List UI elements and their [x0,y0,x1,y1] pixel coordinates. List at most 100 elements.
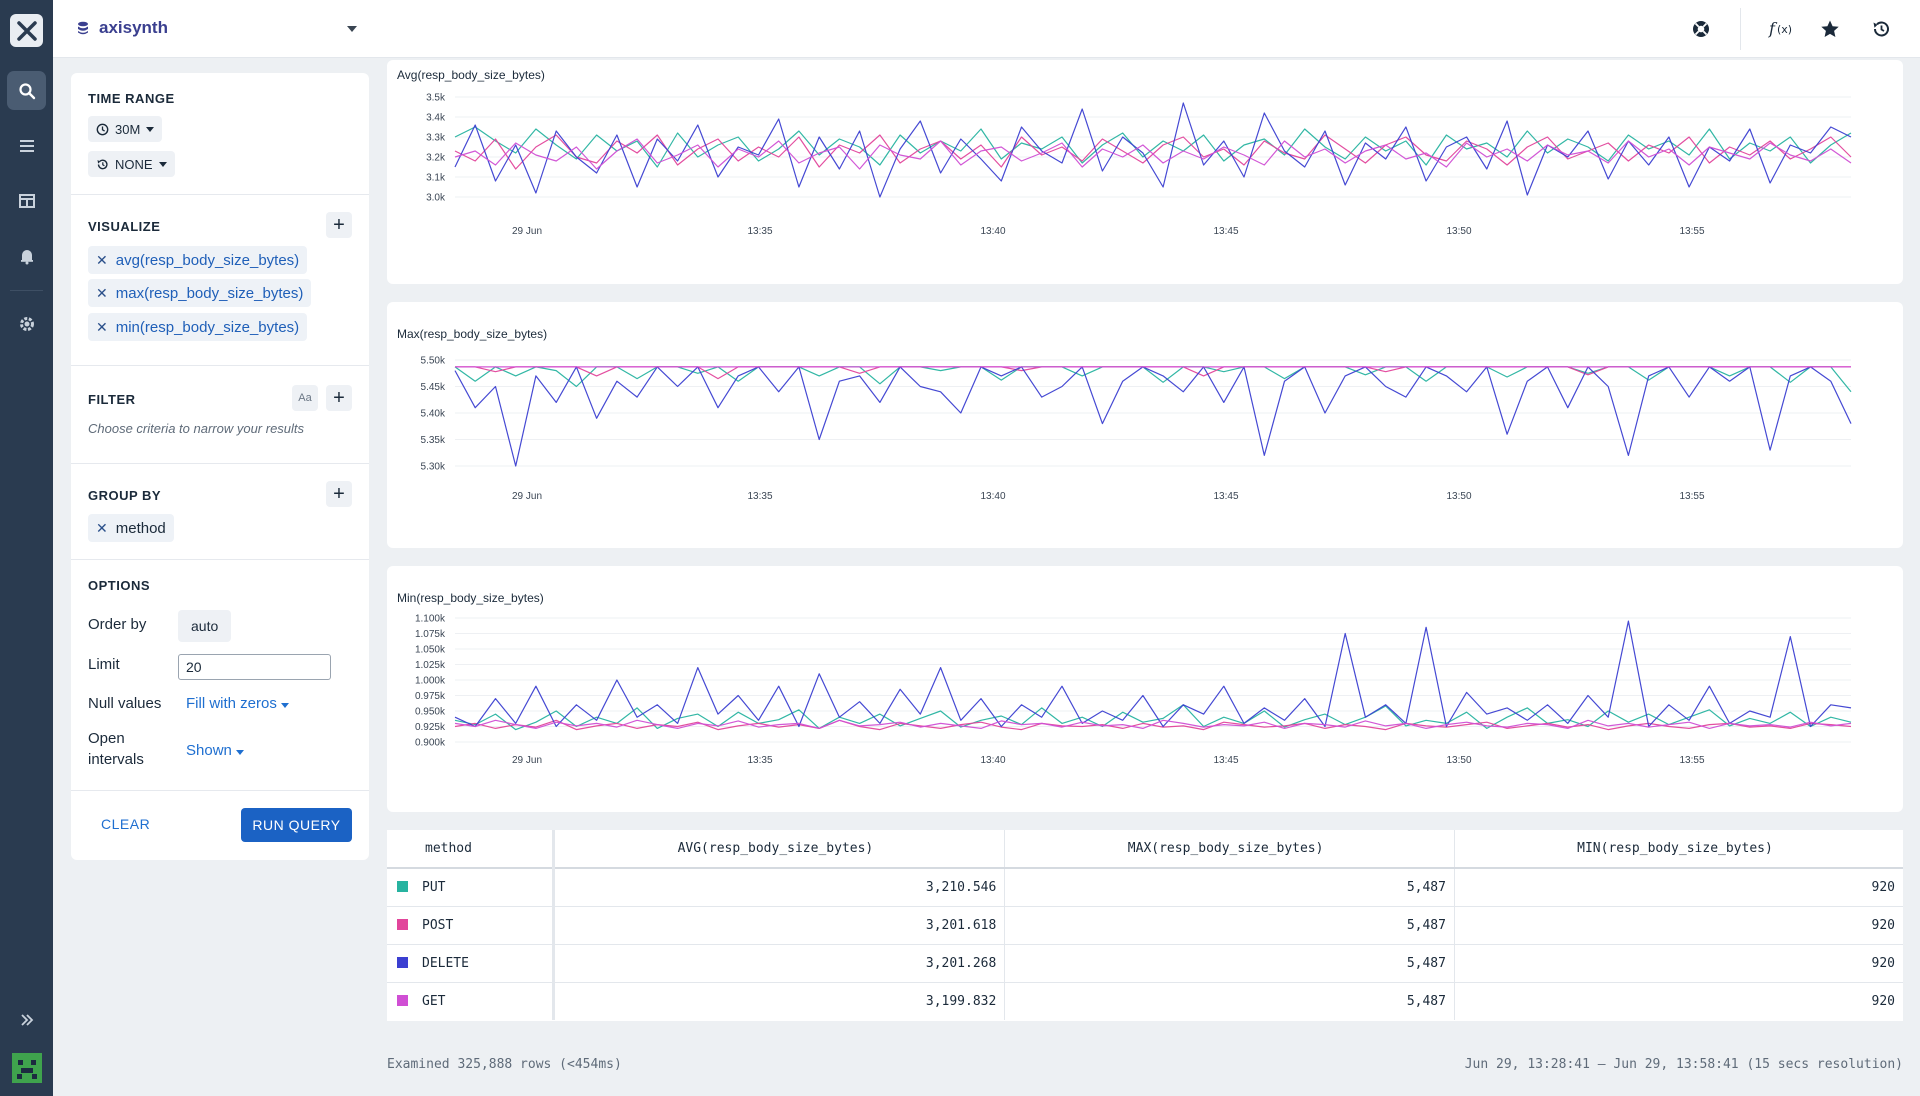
remove-icon[interactable]: ✕ [96,318,108,335]
chart-max-svg[interactable]: 5.50k 5.45k 5.40k 5.35k 5.30k 29 Jun 13:35 13:4… [387,302,1903,548]
table-row[interactable]: GET 3,199.832 5,487 920 [387,981,1903,1020]
compare-picker[interactable]: NONE [88,151,175,177]
examined-rows-summary: Examined 325,888 rows (<454ms) [387,1057,622,1072]
y-tick-label: 5.45k [421,382,446,393]
series-line-get[interactable] [454,138,1852,170]
expand-nav-button[interactable] [7,1000,46,1039]
y-tick-label: 0.975k [415,691,446,702]
group-by-chip-label: method [115,519,166,537]
series-line-put[interactable] [454,704,1852,731]
add-visualization-button[interactable]: + [326,212,352,238]
nav-stream[interactable] [7,126,46,165]
help-button[interactable] [1689,17,1713,41]
results-table-card: method AVG(resp_body_size_bytes) MAX(res… [387,830,1903,1021]
remove-icon[interactable]: ✕ [96,284,108,301]
clear-button[interactable]: CLEAR [101,816,151,832]
group-by-title: GROUP BY [88,488,162,503]
x-logo-icon [16,20,37,41]
y-tick-label: 0.900k [415,738,446,749]
remove-icon[interactable]: ✕ [96,251,108,268]
app-logo[interactable] [10,14,43,47]
null-values-label: Null values [88,695,162,712]
chart-title: Avg(resp_body_size_bytes) [397,68,545,82]
avg-cell: 3,201.618 [552,905,1005,944]
nav-dashboards[interactable] [7,181,46,220]
left-nav [0,0,53,1096]
add-group-by-button[interactable]: + [326,481,352,507]
column-header-min[interactable]: MIN(resp_body_size_bytes) [1453,830,1903,869]
open-intervals-label-line2: intervals [88,751,144,768]
visualize-title: VISUALIZE [88,219,161,234]
avg-cell: 3,210.546 [552,867,1005,906]
chart-card-max: Max(resp_body_size_bytes) 5.50k 5.45k 5.40… [387,302,1903,548]
y-tick-label: 1.000k [415,676,446,687]
series-line-delete[interactable] [454,620,1852,728]
series-line-get[interactable] [454,719,1852,729]
open-intervals-label: Open [88,730,125,747]
max-cell: 5,487 [1004,905,1455,944]
run-query-button[interactable]: RUN QUERY [241,808,352,842]
visualize-chip[interactable]: ✕ min(resp_body_size_bytes) [88,313,308,341]
database-icon [78,21,88,35]
column-header-method[interactable]: method [387,830,555,869]
starred-queries-button[interactable] [1818,17,1842,41]
case-sensitivity-toggle[interactable]: Aa [292,385,318,411]
search-icon [18,82,35,99]
series-line-put[interactable] [454,126,1852,168]
filter-title: FILTER [88,392,136,407]
nav-settings[interactable] [7,304,46,343]
nav-monitors[interactable] [7,236,46,275]
table-row[interactable]: DELETE 3,201.268 5,487 920 [387,943,1903,982]
x-tick-label: 13:45 [1213,491,1238,502]
series-line-post[interactable] [454,719,1852,731]
y-tick-label: 0.950k [415,707,446,718]
user-avatar[interactable] [7,1048,46,1087]
remove-icon[interactable]: ✕ [96,519,108,536]
null-values-select[interactable]: Fill with zeros [186,695,290,712]
x-tick-label: 29 Jun [512,491,542,502]
compare-value: NONE [115,156,153,172]
y-tick-label: 5.40k [421,409,446,420]
chart-avg-svg[interactable]: 3.5k 3.4k 3.3k 3.2k 3.1k 3.0k 29 Jun 13:35 13:40… [387,60,1903,284]
series-line-delete[interactable] [454,102,1852,198]
series-line-put[interactable] [454,366,1852,393]
history-icon [97,159,108,169]
chart-title: Min(resp_body_size_bytes) [397,591,544,605]
results-table: method AVG(resp_body_size_bytes) MAX(res… [387,830,1903,1020]
x-tick-label: 13:55 [1679,755,1704,766]
limit-label: Limit [88,656,120,673]
query-builder-panel: TIME RANGE 30M NONE VISUALIZE + ✕ avg(re… [71,73,369,860]
y-tick-label: 3.3k [426,133,446,144]
table-row[interactable]: POST 3,201.618 5,487 920 [387,905,1903,944]
column-header-max[interactable]: MAX(resp_body_size_bytes) [1004,830,1455,869]
toolbar-divider [1740,8,1741,50]
caret-down-icon[interactable] [347,26,357,32]
dataset-selector[interactable]: axisynth [77,18,168,38]
x-tick-label: 13:40 [980,491,1005,502]
chart-card-min: Min(resp_body_size_bytes) 1.100k 1.075k 1.… [387,566,1903,812]
series-line-post[interactable] [455,366,1851,380]
nav-search[interactable] [7,71,46,110]
visualize-chip[interactable]: ✕ max(resp_body_size_bytes) [88,279,312,307]
chart-min-svg[interactable]: 1.100k 1.075k 1.050k 1.025k 1.000k 0.975k 0.95… [387,566,1903,812]
column-header-avg[interactable]: AVG(resp_body_size_bytes) [552,830,1005,869]
visualize-chip[interactable]: ✕ avg(resp_body_size_bytes) [88,246,308,274]
series-swatch [397,880,408,892]
order-by-select[interactable]: auto [178,610,232,642]
x-tick-label: 13:35 [747,226,772,237]
time-range-title: TIME RANGE [88,91,175,106]
min-cell: 920 [1453,905,1903,944]
series-line-delete[interactable] [454,366,1852,467]
time-range-picker[interactable]: 30M [88,116,163,142]
y-tick-label: 0.925k [415,722,446,733]
group-by-chip[interactable]: ✕ method [88,514,174,542]
open-intervals-select[interactable]: Shown [186,742,245,759]
add-filter-button[interactable]: + [326,385,352,411]
functions-button[interactable]: f (x) [1767,17,1797,41]
table-row[interactable]: PUT 3,210.546 5,487 920 [387,867,1903,906]
y-tick-label: 3.5k [426,93,446,104]
series-swatch [397,956,408,968]
query-history-button[interactable] [1869,17,1893,41]
limit-input[interactable]: 20 [178,654,331,680]
x-tick-label: 13:55 [1679,491,1704,502]
